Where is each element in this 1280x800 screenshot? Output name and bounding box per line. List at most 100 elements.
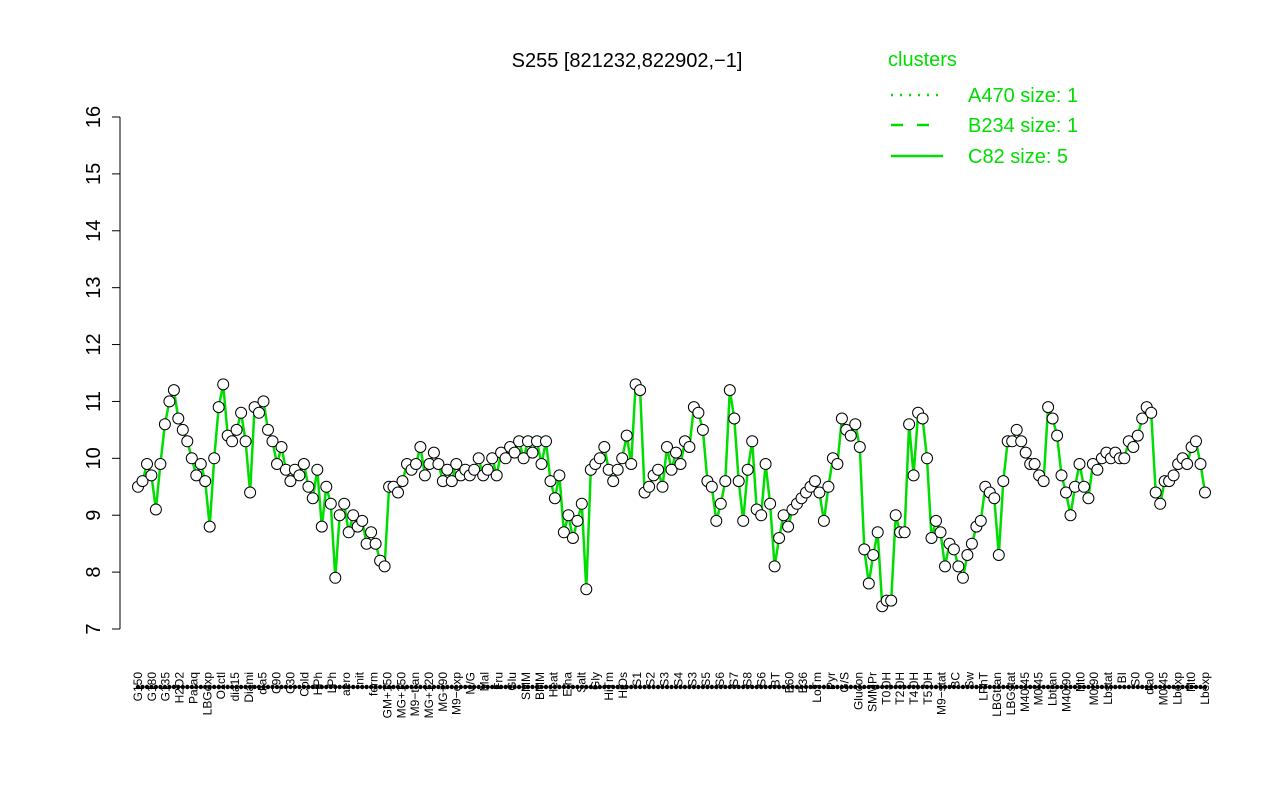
x-rug-mark — [247, 684, 253, 690]
data-point — [338, 497, 351, 510]
data-point — [553, 469, 566, 482]
x-tick-label: dia15 — [228, 672, 242, 702]
x-rug-mark — [687, 684, 692, 690]
y-tick-label: 15 — [83, 163, 105, 185]
x-rug-mark — [808, 684, 813, 690]
x-tick-label: Lbexp — [1170, 672, 1184, 705]
x-rug-mark — [516, 684, 522, 690]
x-rug-mark — [373, 684, 378, 690]
x-rug-mark — [1099, 684, 1105, 690]
x-rug-mark — [718, 684, 723, 690]
data-point — [136, 475, 149, 488]
x-tick-label: Mal — [477, 672, 491, 691]
x-rug-mark — [454, 684, 459, 690]
x-rug-mark — [476, 684, 481, 690]
x-tick-label: Lbexp — [1198, 672, 1212, 705]
x-rug-mark — [951, 684, 957, 690]
x-rug-mark — [1108, 684, 1114, 690]
data-point — [598, 441, 611, 453]
x-rug-mark — [902, 684, 907, 690]
x-tick-label: BI — [1115, 672, 1129, 683]
x-rug-mark — [274, 684, 280, 690]
data-point — [768, 560, 781, 573]
data-point — [141, 458, 153, 470]
data-point — [185, 452, 198, 465]
x-rug-mark — [1032, 684, 1037, 690]
data-point — [540, 435, 552, 448]
x-tick-label: S6 — [713, 672, 727, 687]
x-rug-mark — [857, 684, 862, 690]
data-point — [167, 384, 180, 397]
x-rug-mark — [512, 684, 517, 690]
x-rug-mark — [637, 684, 643, 690]
x-rug-mark — [1198, 684, 1203, 690]
data-point — [181, 435, 194, 448]
x-rug-mark — [844, 684, 849, 690]
data-point — [580, 583, 593, 596]
x-tick-label: LPh — [325, 672, 339, 693]
x-rug-mark — [1063, 684, 1069, 690]
x-tick-label: Glucon — [852, 672, 866, 710]
data-point — [1046, 412, 1059, 425]
x-tick-label: Gly — [588, 672, 602, 690]
data-point — [809, 475, 821, 488]
data-point — [916, 412, 929, 425]
data-point — [714, 497, 727, 510]
x-rug-mark — [983, 684, 988, 690]
x-rug-mark — [288, 684, 293, 690]
x-rug-mark — [337, 684, 342, 690]
data-point — [844, 429, 857, 442]
x-rug-mark — [956, 684, 961, 690]
x-rug-mark — [234, 684, 239, 690]
x-tick-label: Cold — [297, 672, 311, 697]
x-rug-mark — [315, 684, 320, 690]
x-tick-label: T5.0H — [921, 672, 935, 705]
data-point — [822, 480, 835, 493]
x-rug-mark — [162, 684, 168, 690]
data-point — [293, 469, 306, 482]
x-rug-mark — [252, 684, 257, 690]
data-point — [813, 486, 826, 499]
x-rug-mark — [301, 684, 307, 690]
x-rug-mark — [261, 684, 266, 690]
x-rug-mark — [140, 684, 145, 690]
data-point — [499, 452, 512, 465]
data-point — [468, 463, 481, 476]
x-rug-mark — [696, 684, 701, 690]
data-point — [611, 463, 624, 476]
legend-title: clusters — [888, 49, 957, 71]
data-point — [306, 492, 319, 505]
data-point — [226, 435, 239, 448]
x-rug-mark — [1054, 684, 1060, 690]
chart-title: S255 [821232,822902,−1] — [512, 50, 743, 72]
x-tick-label: M40t45 — [1018, 672, 1032, 712]
x-rug-mark — [660, 684, 665, 690]
x-rug-mark — [1166, 684, 1172, 690]
x-rug-mark — [839, 684, 845, 690]
y-tick-label: 11 — [83, 391, 105, 412]
x-rug-mark — [1095, 684, 1100, 690]
x-rug-mark — [611, 684, 616, 690]
data-point — [302, 480, 315, 493]
data-point — [746, 435, 759, 448]
x-rug-mark — [481, 684, 486, 690]
x-rug-mark — [1019, 684, 1024, 690]
x-rug-mark — [705, 684, 710, 690]
data-point — [1181, 458, 1194, 470]
legend: clusters A470 size: 1 B234 size: 1 C82 s… — [888, 49, 1078, 168]
x-rug-mark — [445, 684, 450, 690]
x-rug-mark — [826, 684, 831, 690]
x-rug-mark — [965, 684, 970, 690]
data-point — [835, 412, 848, 425]
x-rug-mark — [767, 684, 773, 690]
x-rug-mark — [723, 684, 728, 690]
x-rug-mark — [229, 684, 235, 690]
x-rug-mark — [754, 684, 759, 690]
x-rug-mark — [360, 684, 365, 690]
data-point — [275, 441, 288, 453]
x-tick-label: MG+150 — [394, 672, 408, 719]
x-tick-label: LBGexp — [200, 672, 214, 716]
x-rug-mark — [530, 684, 535, 690]
x-rug-mark — [969, 684, 975, 690]
x-tick-label: M40t90 — [1059, 672, 1073, 712]
